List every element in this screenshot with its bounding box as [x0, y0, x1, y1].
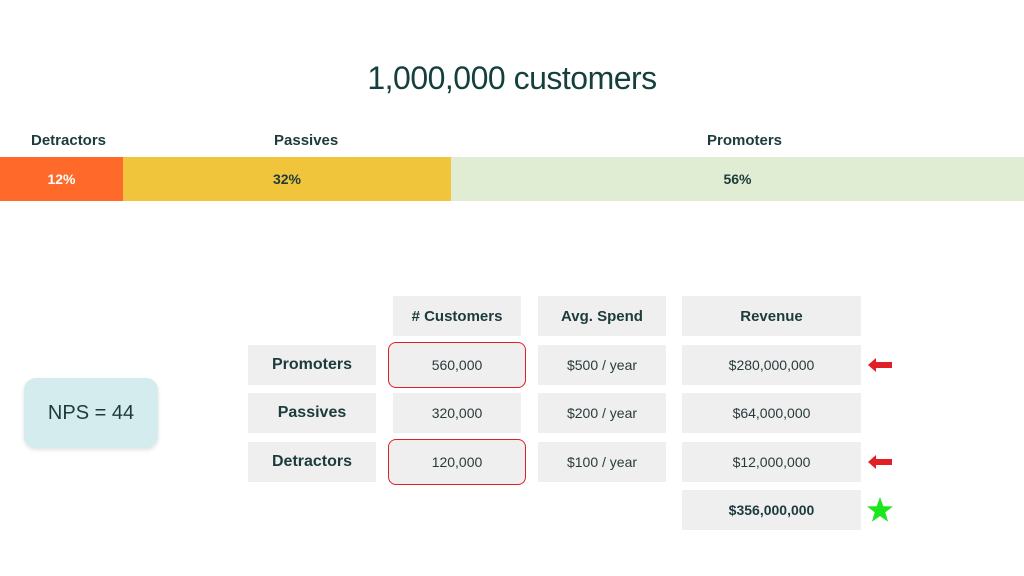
header-avg-spend: Avg. Spend — [538, 296, 666, 336]
left-arrow-icon — [868, 455, 892, 469]
bar-passives: 32% — [123, 157, 451, 201]
nps-badge: NPS = 44 — [24, 378, 158, 448]
cell-revenue-passives: $64,000,000 — [682, 393, 861, 433]
revenue-total: $356,000,000 — [682, 490, 861, 530]
cell-revenue-promoters: $280,000,000 — [682, 345, 861, 385]
left-arrow-icon — [868, 358, 892, 372]
row-label-promoters: Promoters — [248, 345, 376, 385]
header-revenue: Revenue — [682, 296, 861, 336]
cell-customers-passives: 320,000 — [393, 393, 521, 433]
row-label-passives: Passives — [248, 393, 376, 433]
segment-label-detractors: Detractors — [31, 132, 107, 149]
page-title: 1,000,000 customers — [367, 60, 657, 96]
row-label-detractors: Detractors — [248, 442, 376, 482]
bar-percent-promoters: 56% — [723, 171, 752, 187]
cell-spend-promoters: $500 / year — [538, 345, 666, 385]
bar-percent-passives: 32% — [272, 171, 302, 187]
cell-spend-passives: $200 / year — [538, 393, 666, 433]
segment-label-promoters: Promoters — [707, 132, 783, 149]
cell-customers-detractors: 120,000 — [388, 439, 526, 485]
bar-promoters: 56% — [451, 157, 1024, 201]
bar-percent-detractors: 12% — [47, 171, 76, 187]
star-icon — [867, 497, 893, 522]
cell-customers-promoters: 560,000 — [388, 342, 526, 388]
header-customers: # Customers — [393, 296, 521, 336]
cell-revenue-detractors: $12,000,000 — [682, 442, 861, 482]
segment-label-passives: Passives — [274, 132, 339, 149]
cell-spend-detractors: $100 / year — [538, 442, 666, 482]
bar-detractors: 12% — [0, 157, 123, 201]
